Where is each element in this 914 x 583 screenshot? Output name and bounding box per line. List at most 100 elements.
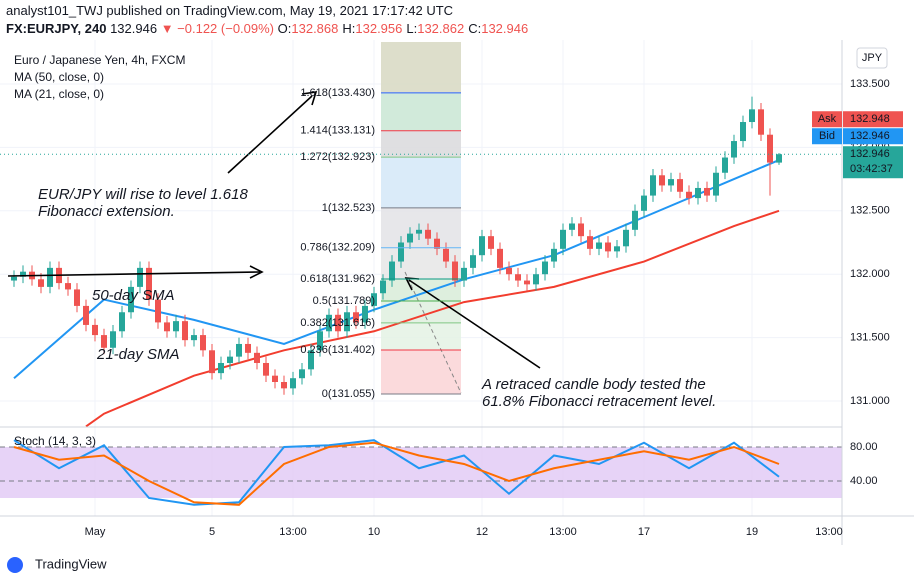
fib-zone — [381, 130, 461, 158]
candle-body — [299, 369, 305, 379]
candle-body — [137, 267, 143, 287]
price: 132.946 — [110, 21, 158, 36]
candle-body — [110, 331, 116, 348]
y-tick-label: 132.500 — [850, 205, 890, 217]
ohlc-label: L: — [406, 21, 418, 36]
candle-body — [623, 229, 629, 247]
fib-layer — [381, 42, 461, 395]
candle-body — [407, 233, 413, 243]
candle-body — [488, 236, 494, 249]
candle-body — [650, 175, 656, 196]
candle-body — [20, 271, 26, 277]
fib-zone — [381, 279, 461, 301]
candle-layer — [11, 96, 782, 395]
stoch-line — [13, 441, 780, 506]
ohlc-label: O: — [277, 21, 292, 36]
candle-body — [353, 312, 359, 323]
candle-body — [767, 134, 773, 163]
fib-label: 1(132.523) — [322, 202, 375, 214]
candle-body — [578, 223, 584, 237]
last-price-tag — [843, 146, 903, 179]
arrow — [227, 95, 313, 174]
arrow — [7, 271, 261, 277]
candle-body — [182, 321, 188, 341]
candle-body — [272, 375, 278, 383]
candle-body — [704, 187, 710, 196]
logo-mark — [7, 557, 23, 573]
annotation: A retraced candle body tested the — [481, 376, 706, 393]
fib-zone — [381, 350, 461, 395]
candle-body — [533, 274, 539, 285]
annotation: EUR/JPY will rise to level 1.618 — [38, 186, 248, 203]
moving-average — [85, 209, 780, 428]
candle-body — [740, 122, 746, 142]
candle-body — [362, 305, 368, 323]
ohlc-value: 132.862 — [417, 21, 465, 36]
candle-body — [101, 335, 107, 348]
candle-body — [389, 261, 395, 281]
candle-body — [443, 248, 449, 262]
annotation: 61.8% Fibonacci retracement level. — [482, 393, 716, 410]
candle-body — [245, 343, 251, 353]
arrow-head — [249, 265, 264, 279]
candle-body — [344, 312, 350, 332]
x-tick-label: 12 — [476, 526, 488, 538]
fib-label: 0.382(131.616) — [300, 317, 375, 329]
y-tick-label: 40.00 — [850, 475, 878, 487]
brand-logo: TradingView — [7, 556, 107, 573]
candle-body — [326, 314, 332, 332]
candle-body — [371, 293, 377, 306]
x-tick-label: 13:00 — [815, 526, 843, 538]
candle-body — [758, 109, 764, 135]
candle-body — [560, 229, 566, 249]
candle-body — [209, 350, 215, 374]
legend-item: Euro / Japanese Yen, 4h, FXCM — [14, 53, 185, 67]
y-tick-label: 133.500 — [850, 78, 890, 90]
price-tag: 132.948 — [850, 113, 890, 125]
candle-body — [11, 276, 17, 281]
price-tag-box — [843, 111, 903, 128]
candle-body — [452, 261, 458, 281]
candle-body — [65, 283, 71, 290]
fib-label: 0.618(131.962) — [300, 273, 375, 285]
candle-body — [470, 255, 476, 268]
candle-body — [308, 350, 314, 370]
annotation: 50-day SMA — [92, 287, 175, 304]
fib-zone — [381, 42, 461, 93]
change: ▼ −0.122 (−0.09%) — [160, 21, 275, 36]
candle-body — [380, 280, 386, 294]
candle-body — [677, 179, 683, 192]
candle-body — [695, 187, 701, 199]
fib-label: 0(131.055) — [322, 388, 375, 400]
x-tick-label: 13:00 — [549, 526, 577, 538]
ohlc-label: C: — [468, 21, 482, 36]
arrow — [408, 279, 541, 369]
y-tick-label: 80.00 — [850, 441, 878, 453]
last-price: 132.946 — [850, 148, 890, 160]
arrows — [7, 91, 541, 369]
y-tick-label: 132.000 — [850, 268, 890, 280]
fib-label: 0.236(131.402) — [300, 344, 375, 356]
candle-body — [290, 378, 296, 389]
candle-body — [191, 335, 197, 341]
fib-zone — [381, 322, 461, 351]
candle-body — [335, 314, 341, 332]
candle-body — [569, 223, 575, 230]
ohlc-value: 132.956 — [355, 21, 403, 36]
fib-label: 0.786(132.209) — [300, 242, 375, 254]
candle-body — [200, 335, 206, 351]
candle-body — [164, 322, 170, 332]
arrow-head — [301, 91, 318, 106]
candle-body — [74, 289, 80, 306]
x-tick-label: 10 — [368, 526, 380, 538]
candle-body — [587, 236, 593, 249]
header: analyst101_TWJ published on TradingView.… — [6, 2, 532, 38]
candle-body — [605, 242, 611, 252]
candle-body — [38, 279, 44, 287]
price-tag: 132.946 — [850, 130, 890, 142]
candle-body — [119, 312, 125, 332]
publisher: analyst101_TWJ published on TradingView.… — [6, 3, 454, 18]
price-tag-label-box — [812, 111, 842, 128]
